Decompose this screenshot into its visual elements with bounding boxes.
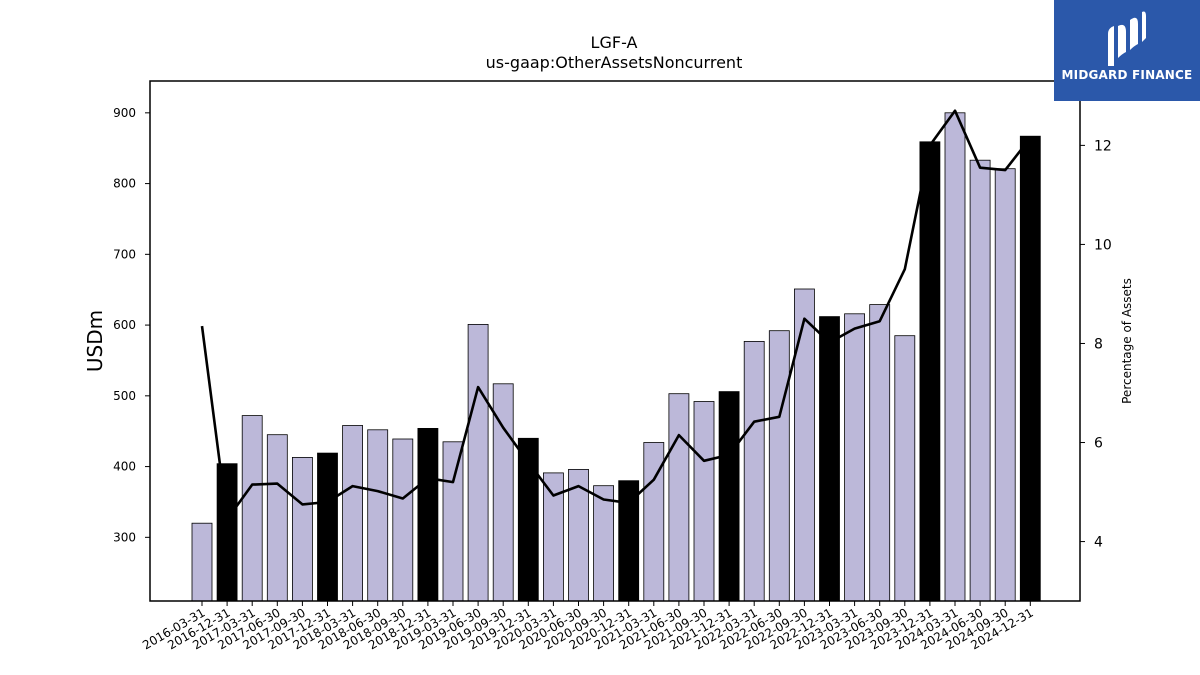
y-tick-label: 400 xyxy=(113,460,136,474)
chart-title: LGF-A xyxy=(591,33,638,52)
bar-2017-06-30 xyxy=(266,434,288,602)
y-tick-label: 600 xyxy=(113,318,136,332)
bar-2019-03-31 xyxy=(442,441,464,602)
bar-2023-06-30 xyxy=(869,304,891,602)
bar-2016-03-31 xyxy=(191,522,213,602)
y2-axis-label: Percentage of Assets xyxy=(1120,278,1134,404)
bar-2022-12-31 xyxy=(819,316,840,602)
bar-2016-12-31 xyxy=(216,463,238,602)
bar-2018-12-31 xyxy=(417,427,439,602)
bar-2024-03-31 xyxy=(944,112,966,602)
bar-2022-06-30 xyxy=(768,330,790,602)
bar-2022-03-31 xyxy=(743,340,765,602)
chart-subtitle: us-gaap:OtherAssetsNoncurrent xyxy=(486,53,743,72)
bar-2017-09-30 xyxy=(291,456,313,602)
bar-2024-06-30 xyxy=(969,159,991,602)
y2-tick-label: 4 xyxy=(1094,535,1103,551)
bar-2024-12-31 xyxy=(1019,135,1041,602)
bar-2018-03-31 xyxy=(342,425,364,602)
x-axis: 2016-03-312016-12-312017-03-312017-06-30… xyxy=(140,601,1036,652)
bar-2021-09-30 xyxy=(693,401,715,602)
plot-frame xyxy=(149,80,1081,602)
bar-2023-09-30 xyxy=(894,335,916,602)
y-tick-label: 700 xyxy=(113,247,136,261)
bar-2020-12-31 xyxy=(618,480,640,602)
line-group xyxy=(200,109,1032,521)
y2-tick-label: 10 xyxy=(1094,237,1112,253)
y2-tick-label: 12 xyxy=(1094,138,1112,154)
y-tick-label: 500 xyxy=(113,389,136,403)
y2-tick-label: 8 xyxy=(1094,336,1103,352)
bar-2017-12-31 xyxy=(317,452,338,602)
y-tick-label: 300 xyxy=(113,530,136,544)
bar-2021-12-31 xyxy=(718,391,740,602)
bar-2020-09-30 xyxy=(593,485,614,602)
bar-2018-06-30 xyxy=(367,429,389,602)
logo-text: MIDGARD FINANCE xyxy=(1061,68,1193,82)
percentage-line xyxy=(200,109,1032,521)
bar-2022-09-30 xyxy=(794,288,815,602)
bar-2023-03-31 xyxy=(844,313,865,602)
bar-2018-09-30 xyxy=(392,438,414,602)
midgard-logo-icon xyxy=(1108,11,1146,66)
bar-2021-06-30 xyxy=(668,393,690,602)
y-tick-label: 900 xyxy=(113,106,136,120)
y-axis: 300 400 500 600 700 800 900 xyxy=(113,106,150,544)
y2-tick-label: 6 xyxy=(1094,436,1103,452)
y-tick-label: 800 xyxy=(113,177,136,191)
bar-2019-06-30 xyxy=(467,323,489,602)
bar-2024-09-30 xyxy=(994,168,1016,602)
bars-group xyxy=(191,112,1041,602)
bar-2017-03-31 xyxy=(241,415,263,602)
logo-badge: MIDGARD FINANCE xyxy=(1054,0,1200,101)
y2-axis: 4 6 8 10 12 xyxy=(1080,138,1112,551)
bar-2023-12-31 xyxy=(919,141,941,602)
y-axis-label: USDm xyxy=(83,310,107,372)
